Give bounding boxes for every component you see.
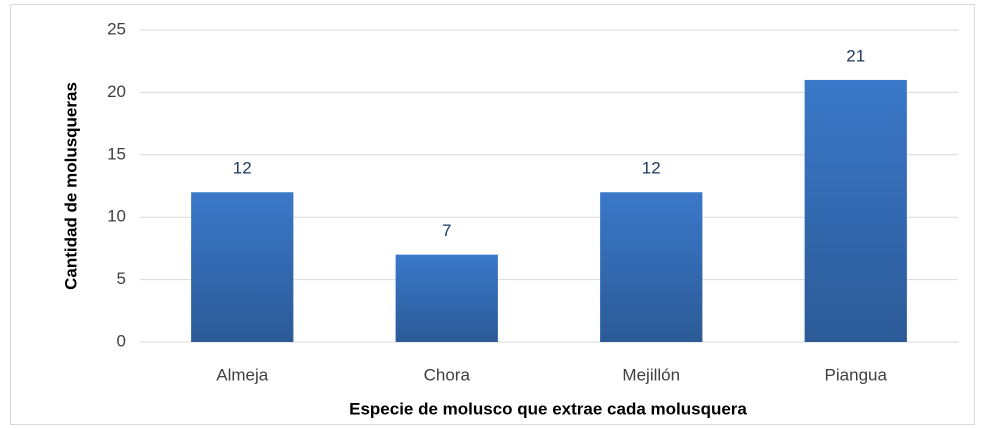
bar-shade xyxy=(804,79,907,343)
data-label: 12 xyxy=(642,159,661,178)
x-axis-title: Especie de molusco que extrae cada molus… xyxy=(349,399,747,418)
data-label: 7 xyxy=(442,221,451,240)
x-tick-label: Piangua xyxy=(825,365,888,384)
y-tick-label: 20 xyxy=(107,82,126,101)
chart-border xyxy=(10,4,975,425)
y-tick-label: 5 xyxy=(117,269,126,288)
x-tick-label: Almeja xyxy=(216,365,269,384)
y-tick-label: 15 xyxy=(107,144,126,163)
x-tick-label: Mejillón xyxy=(622,365,680,384)
bar-shade xyxy=(395,254,498,342)
y-axis-title: Cantidad de molusqueras xyxy=(61,82,80,290)
y-tick-label: 10 xyxy=(107,207,126,226)
data-label: 21 xyxy=(846,46,865,65)
x-tick-label: Chora xyxy=(424,365,471,384)
bar-shade xyxy=(191,192,294,342)
y-tick-label: 25 xyxy=(107,19,126,38)
y-tick-label: 0 xyxy=(117,331,126,350)
bar-shade xyxy=(600,192,703,342)
data-label: 12 xyxy=(233,159,252,178)
